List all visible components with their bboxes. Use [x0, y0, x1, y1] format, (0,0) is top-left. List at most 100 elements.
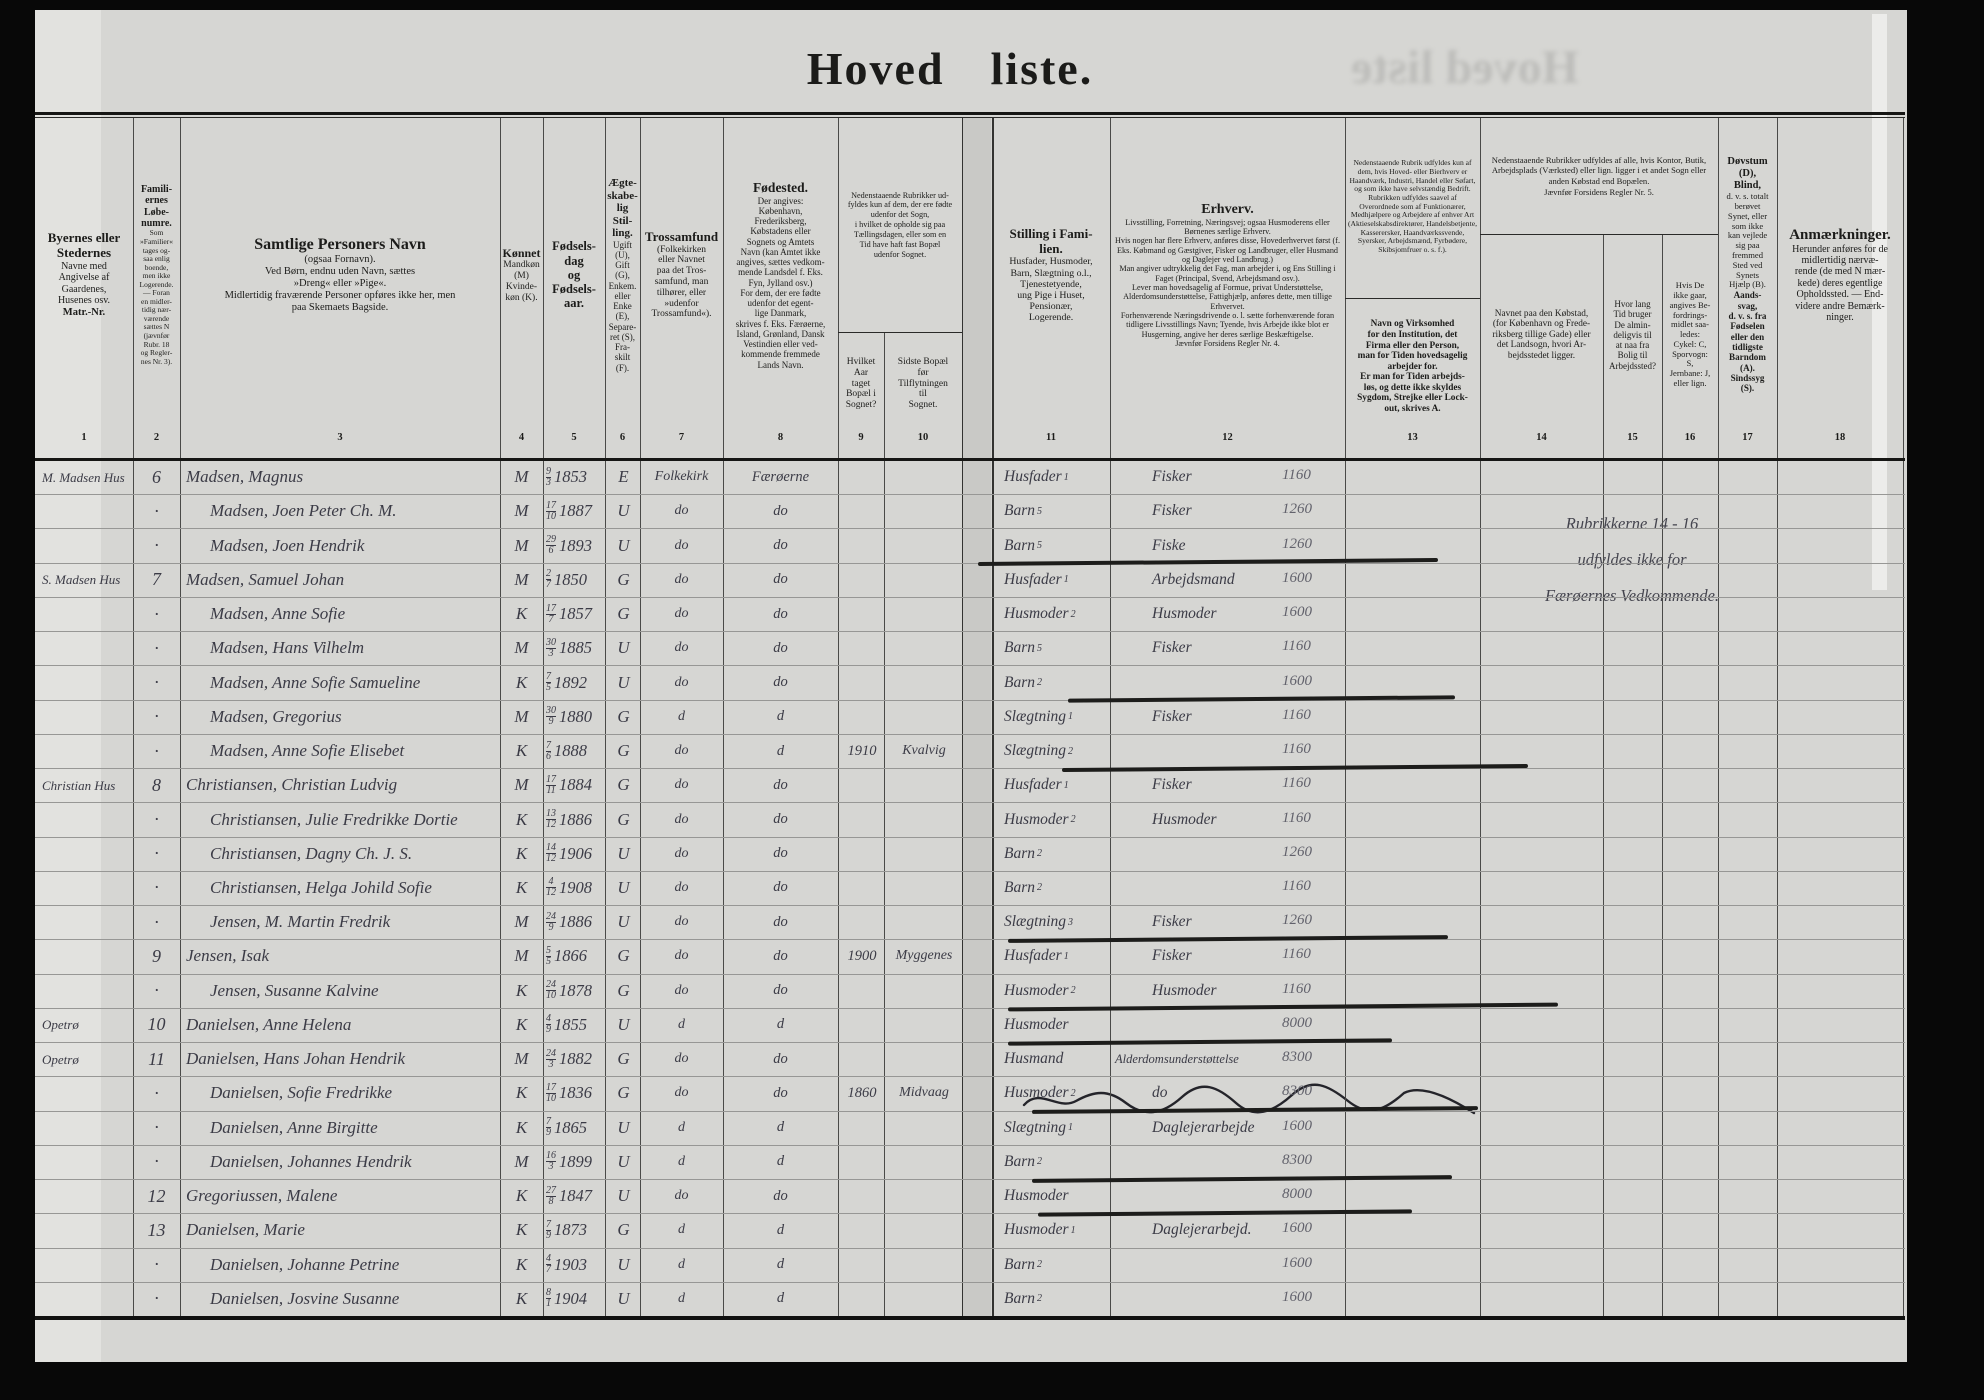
cell-faith: d	[678, 1222, 685, 1238]
cell-name: Madsen, Magnus	[186, 467, 304, 487]
cell-pos: Slægtning 1	[994, 700, 1112, 734]
subheader-rule-9-10	[838, 332, 962, 333]
cell-date: 5 5 1866	[546, 939, 610, 973]
grid-vertical-line	[1777, 118, 1778, 1316]
birth-year: 1885	[559, 638, 592, 658]
cell-name: Madsen, Anne Sofie Samueline	[210, 672, 421, 692]
occupation-code: 1160	[1282, 638, 1311, 655]
cell-fam: ·	[154, 1151, 159, 1172]
cell-fam: 7	[152, 569, 161, 590]
cell-faith: d	[678, 1153, 685, 1169]
cell-st: U	[617, 535, 630, 555]
birth-day-month: 17 11	[546, 773, 556, 796]
row-rule	[35, 528, 1905, 530]
occupation: Husmoder	[1152, 605, 1217, 623]
cell-date: 24 10 1878	[546, 974, 610, 1008]
column-header-text: Sidste Bopæl før Tilflytningen til Sogne…	[897, 356, 949, 411]
family-position: Husfader	[1004, 776, 1062, 794]
column-header-2: Famili- ernes Løbe- numre. Som »Familier«…	[133, 118, 180, 432]
column-header-4: Kønnet Mandkøn (M) Kvinde- køn (K).	[500, 118, 543, 432]
cell-name: Jensen, Isak	[186, 946, 270, 966]
cell-sex: K	[515, 1117, 528, 1137]
cell-sex: K	[515, 1220, 528, 1240]
cell-faith: do	[674, 914, 689, 930]
cell-faith: do	[674, 571, 689, 587]
column-header-1: Byernes eller Stedernes Navne med Angivel…	[35, 118, 133, 432]
column-number-1: 1	[81, 432, 87, 443]
column-header-text: Herunder anføres for de midlertidig nærv…	[1792, 243, 1888, 324]
cell-date: 30 9 1880	[546, 700, 610, 734]
table-bottom-rule	[35, 1316, 1905, 1320]
cell-born: do	[773, 1050, 788, 1067]
cell-pos: Husmoder 2	[994, 974, 1112, 1008]
cell-date: 29 6 1893	[546, 528, 610, 562]
cell-sex: M	[514, 775, 529, 795]
handwritten-remark: Rubrikkerne 14 - 16 udfyldes ikke for Fæ…	[1486, 506, 1778, 614]
column-number-10: 10	[917, 432, 929, 443]
column-number-18: 18	[1834, 432, 1846, 443]
cell-occ: 1160	[1112, 734, 1345, 768]
cell-born: do	[773, 502, 788, 519]
row-rule	[35, 973, 1905, 975]
cell-born: d	[776, 1119, 785, 1136]
column-header-text: Der angives: København, Frederiksberg, K…	[735, 195, 826, 370]
position-superscript: 5	[1037, 642, 1042, 654]
cell-fam: 9	[152, 945, 161, 966]
column-header-text: Navne med Angivelse af Gaardenes, Husene…	[57, 261, 111, 307]
cell-sex: M	[514, 946, 529, 966]
cell-res: Kvalvig	[902, 743, 946, 759]
family-position: Barn	[1004, 502, 1035, 520]
occupation: Fisker	[1152, 707, 1192, 725]
cell-st: U	[617, 1014, 630, 1034]
column-number-13: 13	[1407, 432, 1418, 443]
page-edge-sliver	[1872, 14, 1887, 590]
column-header-text: Hvilket Aar taget Bopæl i Sognet?	[845, 356, 877, 411]
birth-year: 1847	[559, 1186, 592, 1206]
cell-date: 24 3 1882	[546, 1042, 610, 1076]
cell-fam: ·	[154, 740, 159, 761]
position-superscript: 2	[1037, 677, 1042, 689]
occupation-code: 1260	[1282, 501, 1312, 518]
occupation: Fisker	[1152, 913, 1192, 931]
cell-occ: 1260	[1112, 837, 1345, 871]
cell-st: U	[617, 1117, 630, 1137]
page-gutter	[963, 118, 991, 1316]
occupation-code: 1600	[1282, 1117, 1312, 1134]
cell-pos: Husfader 1	[994, 460, 1112, 494]
row-rule	[35, 1144, 1905, 1146]
cell-occ: 1600	[1112, 1282, 1345, 1316]
column-header-7: Trossamfund (Folkekirken eller Navnet paa…	[640, 118, 723, 432]
occupation: Fisker	[1152, 502, 1192, 520]
cell-st: U	[617, 912, 630, 932]
cell-st: U	[617, 672, 630, 692]
cell-st: G	[617, 946, 630, 966]
cell-name: Jensen, M. Martin Fredrik	[210, 912, 391, 932]
cell-name: Jensen, Susanne Kalvine	[210, 980, 379, 1000]
cell-born: d	[776, 1153, 785, 1170]
column-number-3: 3	[337, 432, 343, 443]
occupation-code: 8300	[1282, 1152, 1312, 1169]
cell-date: 17 10 1887	[546, 494, 610, 528]
grid-vertical-line	[543, 118, 544, 1316]
grid-vertical-line	[838, 118, 839, 1316]
position-superscript: 1	[1063, 471, 1069, 483]
column-number-16: 16	[1684, 432, 1696, 443]
grid-vertical-line	[1718, 118, 1719, 1316]
birth-year: 1857	[559, 604, 592, 624]
cell-born: do	[773, 1084, 788, 1101]
cell-name: Danielsen, Johannes Hendrik	[210, 1151, 412, 1171]
column-header-13-lower: Navn og Virksomhed for den Institution, …	[1345, 302, 1480, 432]
cell-name: Christiansen, Julie Fredrikke Dortie	[210, 809, 458, 829]
birth-day-month: 30 9	[546, 705, 556, 728]
occupation-code: 1600	[1282, 1220, 1312, 1237]
cell-faith: do	[674, 640, 689, 656]
column-header-text: Trossamfund	[644, 228, 719, 244]
cell-born: Færøerne	[751, 468, 810, 485]
column-number-11: 11	[1046, 432, 1056, 443]
cell-date: 17 10 1836	[546, 1076, 610, 1110]
birth-day-month: 17 7	[546, 602, 556, 625]
occupation-code: 1600	[1282, 1254, 1312, 1271]
cell-place: Christian Hus	[42, 777, 116, 793]
cell-st: G	[617, 706, 630, 726]
